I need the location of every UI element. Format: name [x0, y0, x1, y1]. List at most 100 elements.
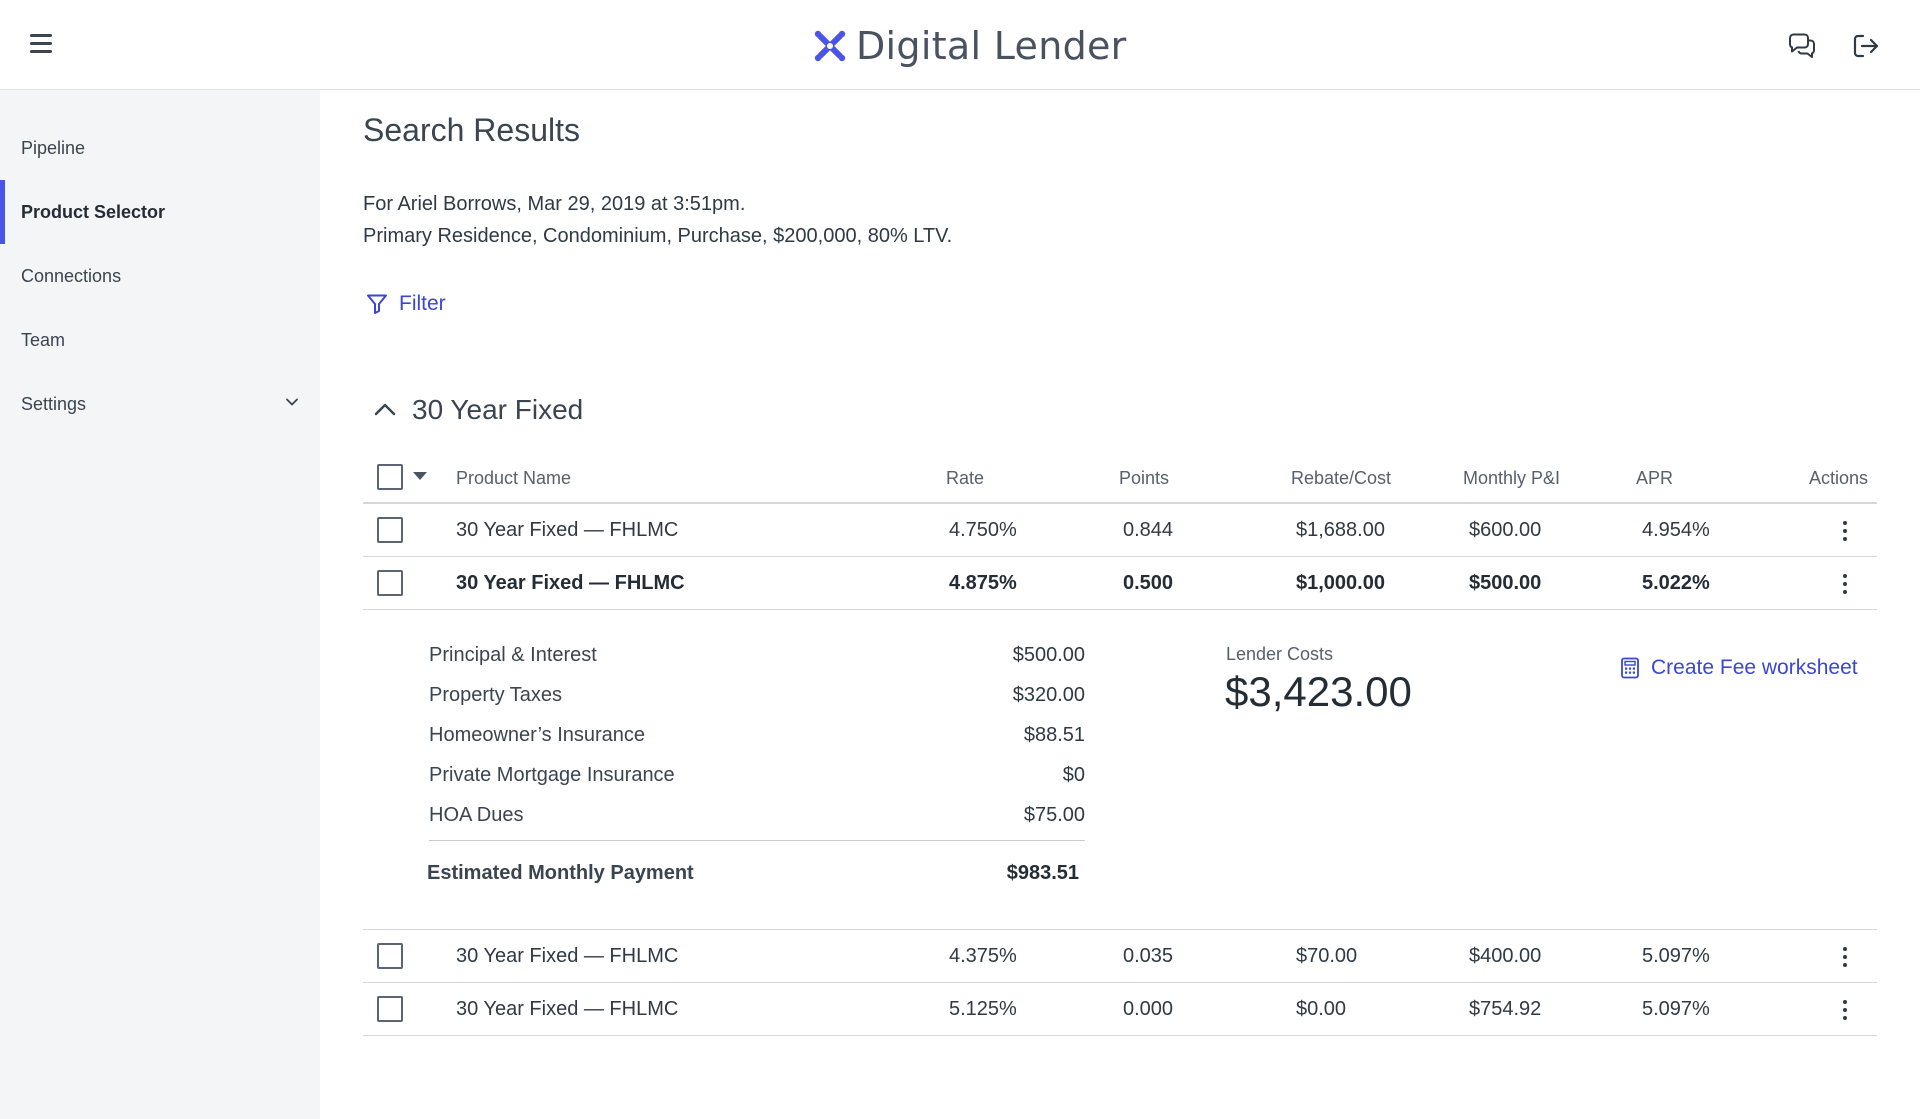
header-product-name[interactable]: Product Name: [456, 468, 572, 488]
table-row[interactable]: 30 Year Fixed — FHLMC 4.750% 0.844 $1,68…: [363, 504, 1877, 557]
payment-line: Principal & Interest $500.00: [429, 636, 1085, 676]
select-options-caret-icon[interactable]: [413, 472, 427, 480]
search-summary-criteria: Primary Residence, Condominium, Purchase…: [363, 225, 953, 247]
payment-line-label: Private Mortgage Insurance: [429, 764, 675, 786]
app-header: Digital Lender: [0, 0, 1920, 90]
sidebar: Pipeline Product Selector Connections Te…: [0, 90, 320, 1119]
rate: 4.750%: [949, 519, 1017, 541]
filter-icon: [367, 294, 387, 314]
payment-line-value: $320.00: [1012, 684, 1085, 706]
create-fee-worksheet-button[interactable]: Create Fee worksheet: [1619, 656, 1858, 680]
more-actions-icon[interactable]: [1837, 997, 1853, 1023]
sidebar-item-pipeline[interactable]: Pipeline: [0, 116, 320, 180]
payment-line-label: HOA Dues: [429, 804, 524, 826]
more-actions-icon[interactable]: [1837, 518, 1853, 544]
points: 0.500: [1123, 572, 1174, 594]
header-actions: Actions: [1809, 468, 1869, 488]
table-row[interactable]: 30 Year Fixed — FHLMC 5.125% 0.000 $0.00…: [363, 983, 1877, 1036]
points: 0.035: [1123, 945, 1174, 967]
payment-line-value: $75.00: [1023, 804, 1085, 826]
filter-label: Filter: [399, 292, 446, 315]
rebate-cost: $0.00: [1296, 998, 1347, 1020]
sidebar-item-team[interactable]: Team: [0, 308, 320, 372]
header-rate[interactable]: Rate: [946, 468, 985, 488]
total-value: $983.51: [1006, 862, 1079, 884]
rebate-cost: $70.00: [1296, 945, 1358, 967]
row-checkbox[interactable]: [377, 943, 403, 969]
rate: 4.875%: [949, 572, 1017, 594]
select-all-checkbox[interactable]: [377, 464, 403, 490]
row-detail-panel: Principal & Interest $500.00 Property Ta…: [363, 610, 1877, 930]
sidebar-item-connections[interactable]: Connections: [0, 244, 320, 308]
search-summary-borrower: For Ariel Borrows, Mar 29, 2019 at 3:51p…: [363, 193, 746, 215]
product-name: 30 Year Fixed — FHLMC: [456, 998, 679, 1020]
brand-name: Digital Lender: [856, 24, 1127, 68]
table-header: Product Name Rate Points Rebate/Cost Mon…: [363, 450, 1877, 504]
sidebar-item-label: Pipeline: [21, 137, 86, 158]
group-title: 30 Year Fixed: [412, 394, 584, 425]
payment-line: Homeowner’s Insurance $88.51: [429, 716, 1085, 756]
header-rebate-cost[interactable]: Rebate/Cost: [1291, 468, 1392, 488]
points: 0.844: [1123, 519, 1174, 541]
row-checkbox[interactable]: [377, 570, 403, 596]
logout-icon[interactable]: [1850, 30, 1882, 62]
product-name: 30 Year Fixed — FHLMC: [456, 519, 679, 541]
monthly-pi: $600.00: [1469, 519, 1542, 541]
sidebar-item-label: Settings: [21, 393, 87, 414]
chevron-down-icon: [286, 398, 298, 406]
lender-costs-value: $3,423.00: [1225, 668, 1412, 715]
rebate-cost: $1,688.00: [1296, 519, 1385, 541]
payment-line-label: Principal & Interest: [429, 644, 597, 666]
main-content: Search Results For Ariel Borrows, Mar 29…: [320, 90, 1920, 1119]
table-row[interactable]: 30 Year Fixed — FHLMC 4.375% 0.035 $70.0…: [363, 930, 1877, 983]
results-table: Product Name Rate Points Rebate/Cost Mon…: [363, 450, 1877, 1036]
payment-line-label: Property Taxes: [429, 684, 563, 706]
create-fee-worksheet-label: Create Fee worksheet: [1651, 656, 1858, 679]
lender-costs-label: Lender Costs: [1226, 644, 1334, 664]
product-name: 30 Year Fixed — FHLMC: [456, 945, 679, 967]
sidebar-item-settings[interactable]: Settings: [0, 372, 320, 436]
calculator-icon: [1621, 657, 1639, 679]
row-checkbox[interactable]: [377, 517, 403, 543]
payment-line: Property Taxes $320.00: [429, 676, 1085, 716]
table-row[interactable]: 30 Year Fixed — FHLMC 4.875% 0.500 $1,00…: [363, 557, 1877, 610]
divider: [429, 840, 1085, 841]
page-title: Search Results: [363, 112, 580, 148]
product-name: 30 Year Fixed — FHLMC: [456, 572, 685, 594]
filter-button[interactable]: Filter: [365, 292, 446, 316]
chevron-up-icon: [374, 403, 396, 416]
rate: 4.375%: [949, 945, 1017, 967]
search-summary: For Ariel Borrows, Mar 29, 2019 at 3:51p…: [363, 188, 952, 252]
more-actions-icon[interactable]: [1837, 944, 1853, 970]
monthly-pi: $400.00: [1469, 945, 1542, 967]
apr: 4.954%: [1642, 519, 1710, 541]
sidebar-item-product-selector[interactable]: Product Selector: [0, 180, 320, 244]
brand-mark-icon: [814, 30, 846, 62]
hamburger-menu-icon[interactable]: [28, 32, 54, 54]
group-toggle[interactable]: 30 Year Fixed: [372, 394, 583, 426]
payment-line-value: $500.00: [1012, 644, 1085, 666]
chat-bubbles-icon[interactable]: [1786, 30, 1818, 62]
header-points[interactable]: Points: [1119, 468, 1170, 488]
payment-line: HOA Dues $75.00: [429, 796, 1085, 836]
header-monthly-pi[interactable]: Monthly P&I: [1463, 468, 1561, 488]
estimated-monthly-payment: Estimated Monthly Payment $983.51: [427, 862, 1083, 885]
rate: 5.125%: [949, 998, 1017, 1020]
payment-line-value: $0: [1062, 764, 1085, 786]
monthly-pi: $754.92: [1469, 998, 1542, 1020]
row-checkbox[interactable]: [377, 996, 403, 1022]
apr: 5.097%: [1642, 945, 1710, 967]
brand-logo[interactable]: Digital Lender: [812, 24, 1127, 68]
payment-line-label: Homeowner’s Insurance: [429, 724, 646, 746]
points: 0.000: [1123, 998, 1174, 1020]
payment-line-value: $88.51: [1023, 724, 1085, 746]
apr: 5.022%: [1642, 572, 1710, 594]
payment-line: Private Mortgage Insurance $0: [429, 756, 1085, 796]
header-apr[interactable]: APR: [1636, 468, 1674, 488]
sidebar-item-label: Team: [21, 329, 66, 350]
monthly-pi: $500.00: [1469, 572, 1542, 594]
more-actions-icon[interactable]: [1837, 571, 1853, 597]
sidebar-item-label: Connections: [21, 265, 122, 286]
apr: 5.097%: [1642, 998, 1710, 1020]
sidebar-item-label: Product Selector: [21, 201, 166, 222]
